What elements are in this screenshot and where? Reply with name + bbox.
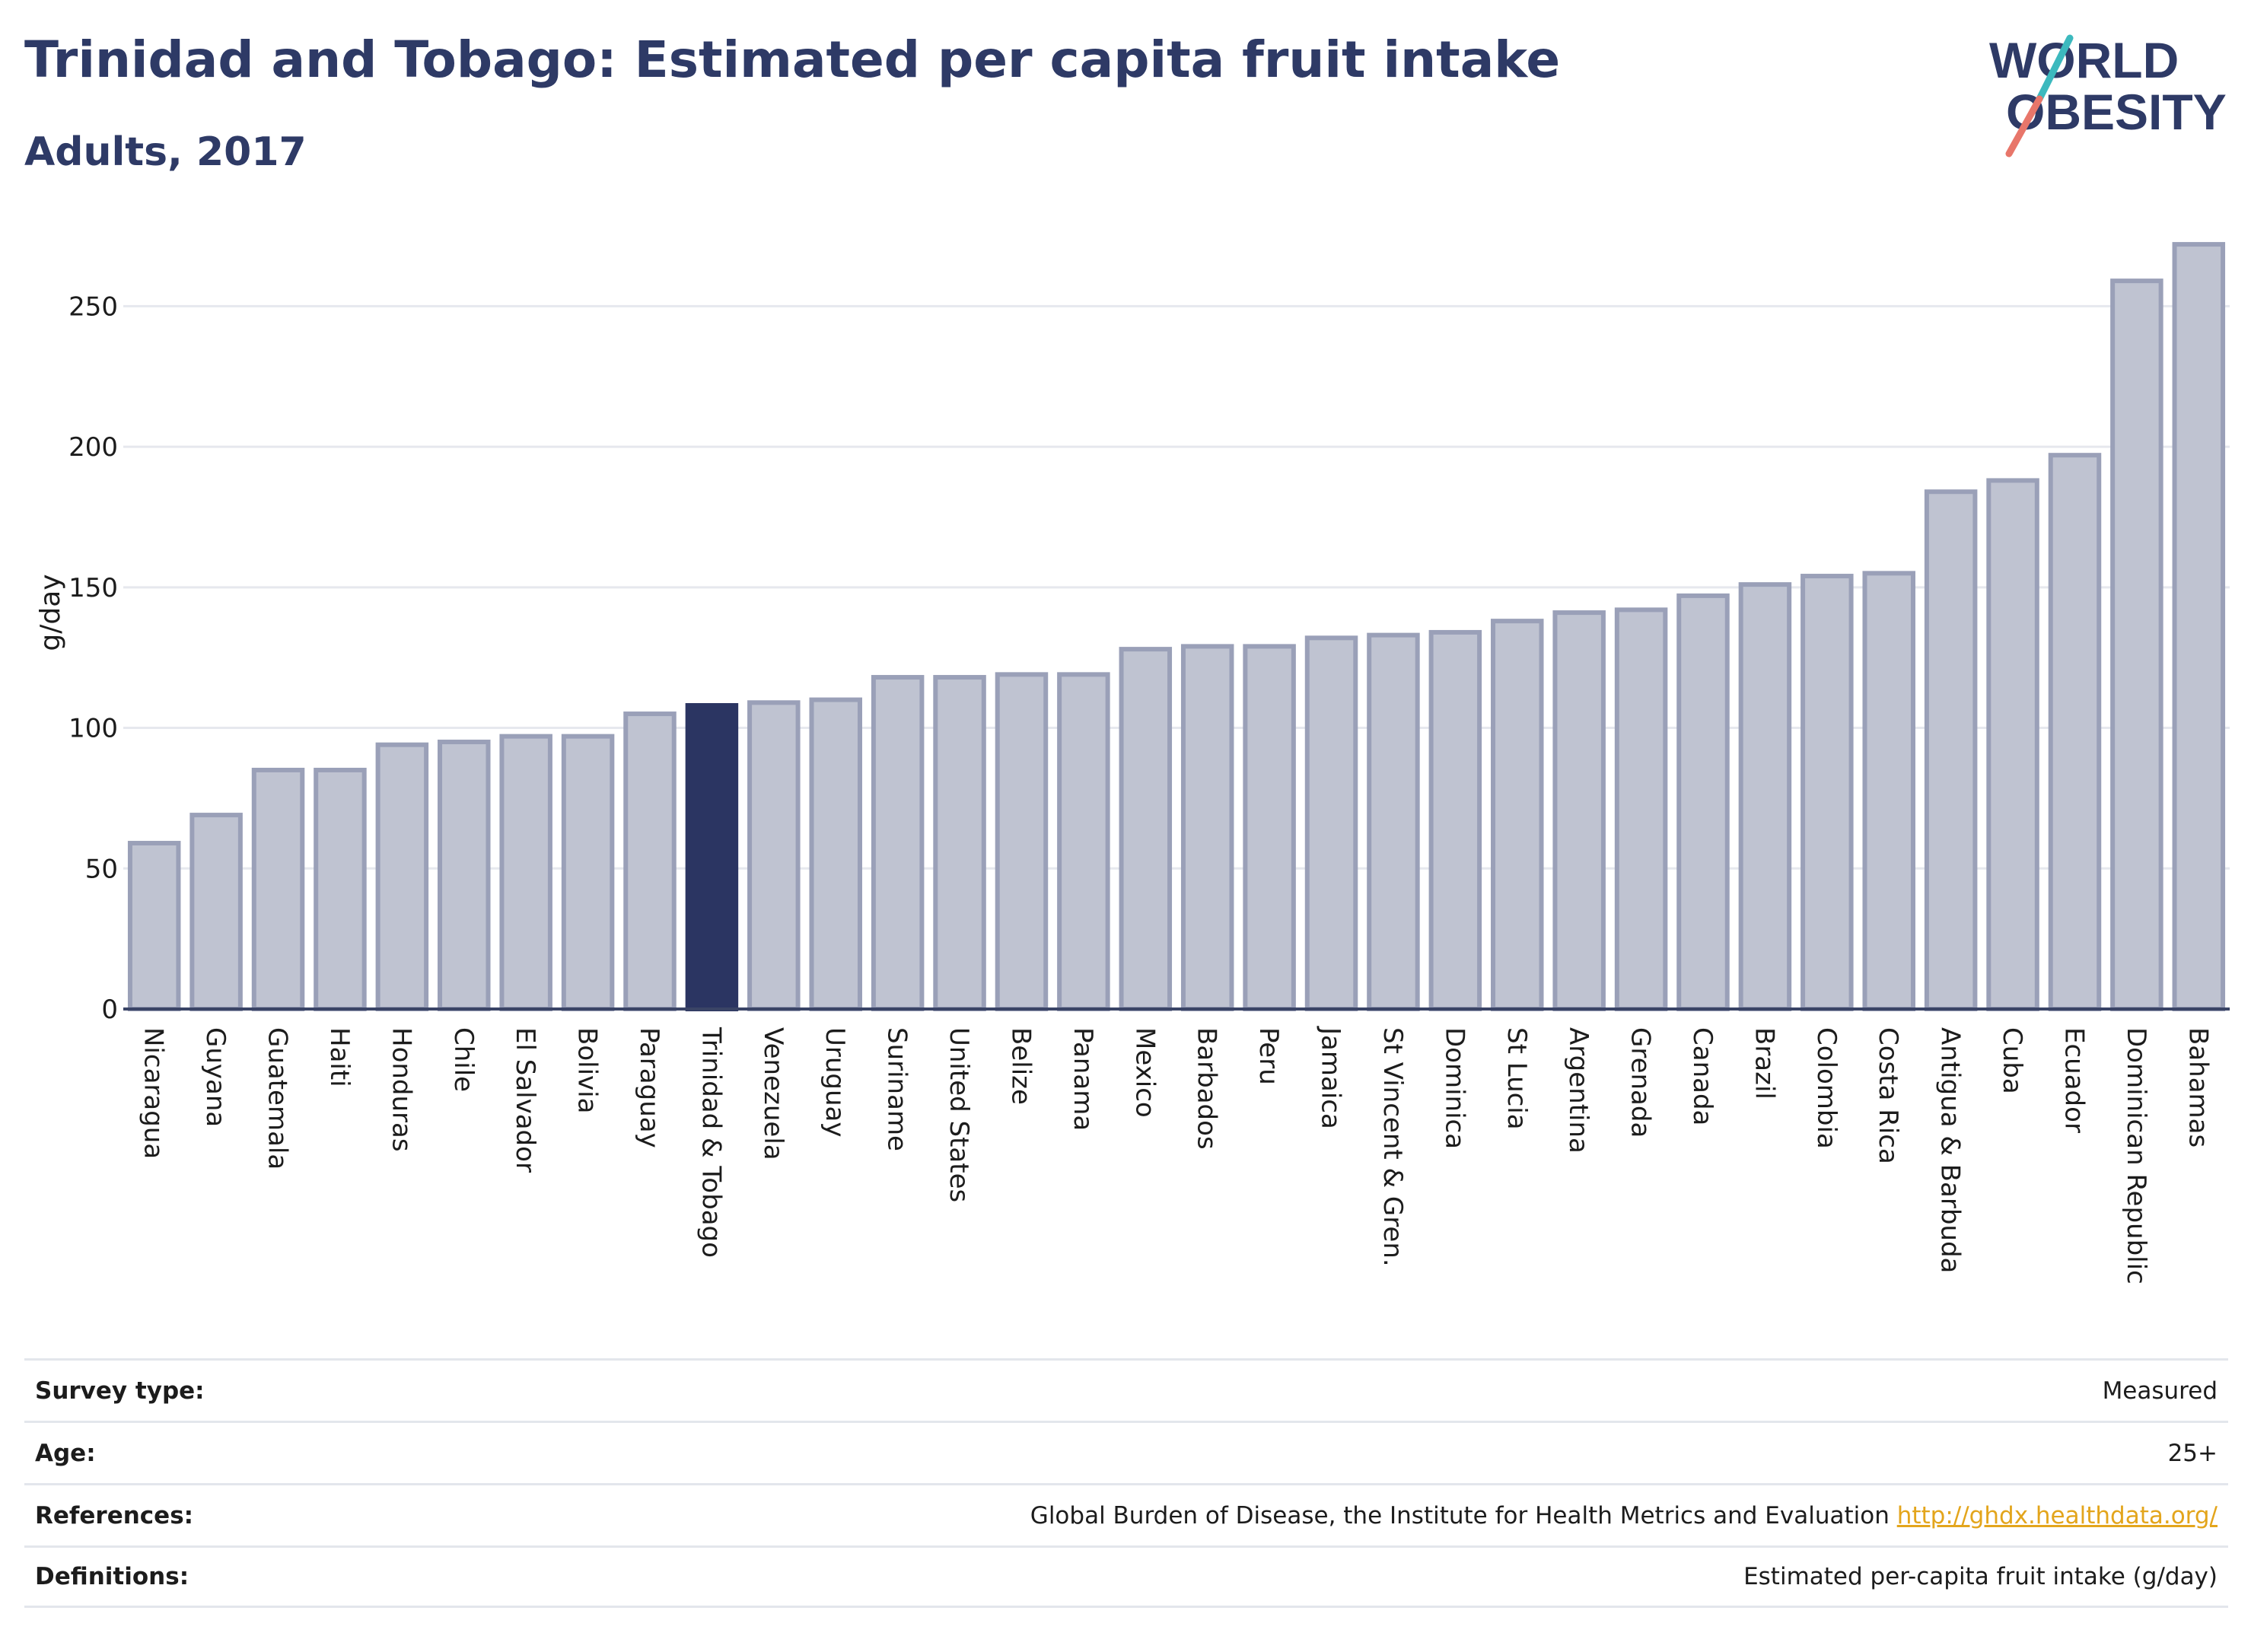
x-tick-label: Dominica: [1439, 1027, 1469, 1149]
bar-brazil: [1738, 582, 1792, 1011]
x-tick-label: Panama: [1068, 1027, 1098, 1131]
bar-chart: 0 50 100 150 200 250 g/day Nicaragua Guyana Guate…: [35, 242, 2230, 1284]
x-tick-label: Jamaica: [1316, 1026, 1346, 1129]
bar-peru: [1243, 644, 1296, 1011]
bar-belize: [995, 672, 1049, 1012]
bar-argentina: [1552, 610, 1606, 1011]
bar-paraguay: [623, 711, 677, 1012]
survey-type-label: Survey type:: [35, 1377, 205, 1405]
axes: 0 50 100 150 200 250 g/day Nicaragua Guyana Guate…: [35, 291, 2230, 1284]
y-tick-label: 150: [68, 573, 118, 603]
logo-slash-coral: [2005, 95, 2043, 158]
bar-ecuador: [2048, 453, 2102, 1011]
x-tick-label: Honduras: [386, 1027, 416, 1152]
bar-st-lucia: [1491, 619, 1544, 1011]
logo-slash-teal: [2036, 34, 2074, 103]
x-tick-label: Barbados: [1192, 1027, 1222, 1150]
x-tick-label: Canada: [1687, 1027, 1718, 1125]
references-text: Global Burden of Disease, the Institute …: [1030, 1501, 1890, 1529]
bar-cuba: [1986, 478, 2039, 1011]
x-tick-label: Cuba: [1997, 1027, 2027, 1094]
x-tick-label: Bolivia: [572, 1027, 603, 1113]
x-tick-label: Uruguay: [820, 1027, 850, 1138]
x-tick-label: Suriname: [882, 1027, 912, 1151]
y-tick-label: 0: [101, 995, 118, 1025]
x-tick-label: Venezuela: [758, 1027, 788, 1160]
info-row-definitions: Definitions: Estimated per-capita fruit …: [24, 1545, 2228, 1608]
x-tick-label: Haiti: [324, 1027, 355, 1087]
x-tick-label: Trinidad & Tobago: [696, 1027, 726, 1258]
bar-antigua-barbuda: [1924, 489, 1978, 1011]
bar-barbados: [1180, 644, 1234, 1011]
survey-type-value: Measured: [2102, 1377, 2218, 1405]
bar-bahamas: [2172, 242, 2226, 1012]
x-tick-label: Guyana: [200, 1027, 231, 1127]
references-link[interactable]: http://ghdx.healthdata.org/: [1896, 1501, 2218, 1529]
x-tick-label: Colombia: [1811, 1027, 1842, 1149]
logo-line1: WORLD: [1989, 32, 2179, 88]
y-tick-label: 50: [85, 854, 118, 884]
definitions-label: Definitions:: [35, 1563, 189, 1590]
x-tick-label: Brazil: [1749, 1027, 1779, 1100]
x-tick-label: Costa Rica: [1873, 1027, 1903, 1164]
x-tick-label: Peru: [1253, 1027, 1284, 1085]
bar-venezuela: [747, 700, 801, 1011]
x-tick-label: Chile: [448, 1027, 479, 1092]
definitions-value: Estimated per-capita fruit intake (g/day…: [1743, 1563, 2218, 1590]
y-tick-label: 250: [68, 291, 118, 322]
bar-chile: [438, 740, 491, 1011]
bar-nicaragua: [127, 841, 181, 1012]
bar-canada: [1676, 593, 1730, 1011]
bar-mexico: [1119, 647, 1173, 1012]
bar-dominican-republic: [2110, 279, 2163, 1011]
bar-colombia: [1800, 574, 1854, 1011]
x-tick-label: Bahamas: [2183, 1027, 2213, 1147]
x-tick-label: Guatemala: [263, 1027, 293, 1170]
info-row-survey: Survey type: Measured: [24, 1358, 2228, 1421]
chart-subtitle: Adults, 2017: [24, 129, 307, 175]
x-tick-label: Nicaragua: [138, 1027, 169, 1159]
references-label: References:: [35, 1501, 194, 1529]
bar-costa-rica: [1862, 571, 1915, 1011]
bar-trinidad-tobago: [685, 702, 739, 1011]
x-tick-label: Antigua & Barbuda: [1935, 1027, 1966, 1273]
info-row-references: References: Global Burden of Disease, th…: [24, 1483, 2228, 1545]
y-tick-label: 200: [68, 432, 118, 463]
x-tick-label: Mexico: [1129, 1027, 1160, 1118]
chart-title: Trinidad and Tobago: Estimated per capit…: [24, 30, 1561, 89]
bar-panama: [1057, 672, 1110, 1012]
bar-st-vincent-gren-: [1367, 632, 1420, 1011]
x-tick-label: United States: [944, 1027, 974, 1202]
bar-guyana: [189, 813, 243, 1012]
x-tick-label: Paraguay: [634, 1027, 664, 1148]
x-tick-label: Grenada: [1625, 1027, 1656, 1138]
y-axis-label: g/day: [35, 574, 66, 651]
age-label: Age:: [35, 1439, 96, 1467]
info-row-age: Age: 25+: [24, 1421, 2228, 1483]
bar-el-salvador: [499, 734, 552, 1011]
x-tick-label: Ecuador: [2058, 1027, 2089, 1133]
x-tick-label: Belize: [1005, 1027, 1036, 1105]
bar-honduras: [375, 742, 429, 1011]
bar-bolivia: [561, 734, 615, 1011]
x-tick-label: St Vincent & Gren.: [1377, 1027, 1408, 1267]
bar-dominica: [1428, 629, 1482, 1011]
bar-haiti: [314, 767, 367, 1011]
x-tick-label: El Salvador: [510, 1027, 540, 1173]
bars: [127, 242, 2226, 1012]
x-tick-label: Dominican Republic: [2121, 1027, 2151, 1284]
bar-uruguay: [809, 697, 862, 1011]
bar-jamaica: [1304, 635, 1358, 1011]
bar-guatemala: [251, 767, 305, 1011]
x-tick-label: St Lucia: [1501, 1027, 1532, 1130]
y-tick-label: 100: [68, 714, 118, 744]
x-tick-label: Argentina: [1563, 1027, 1594, 1154]
bar-grenada: [1614, 607, 1668, 1011]
age-value: 25+: [2167, 1439, 2218, 1467]
info-table: Survey type: Measured Age: 25+ Reference…: [24, 1358, 2228, 1608]
world-obesity-logo: WORLD OBESITY: [1989, 32, 2227, 158]
bar-united-states: [933, 675, 986, 1011]
bar-suriname: [871, 675, 925, 1011]
references-value: Global Burden of Disease, the Institute …: [1030, 1502, 2218, 1529]
